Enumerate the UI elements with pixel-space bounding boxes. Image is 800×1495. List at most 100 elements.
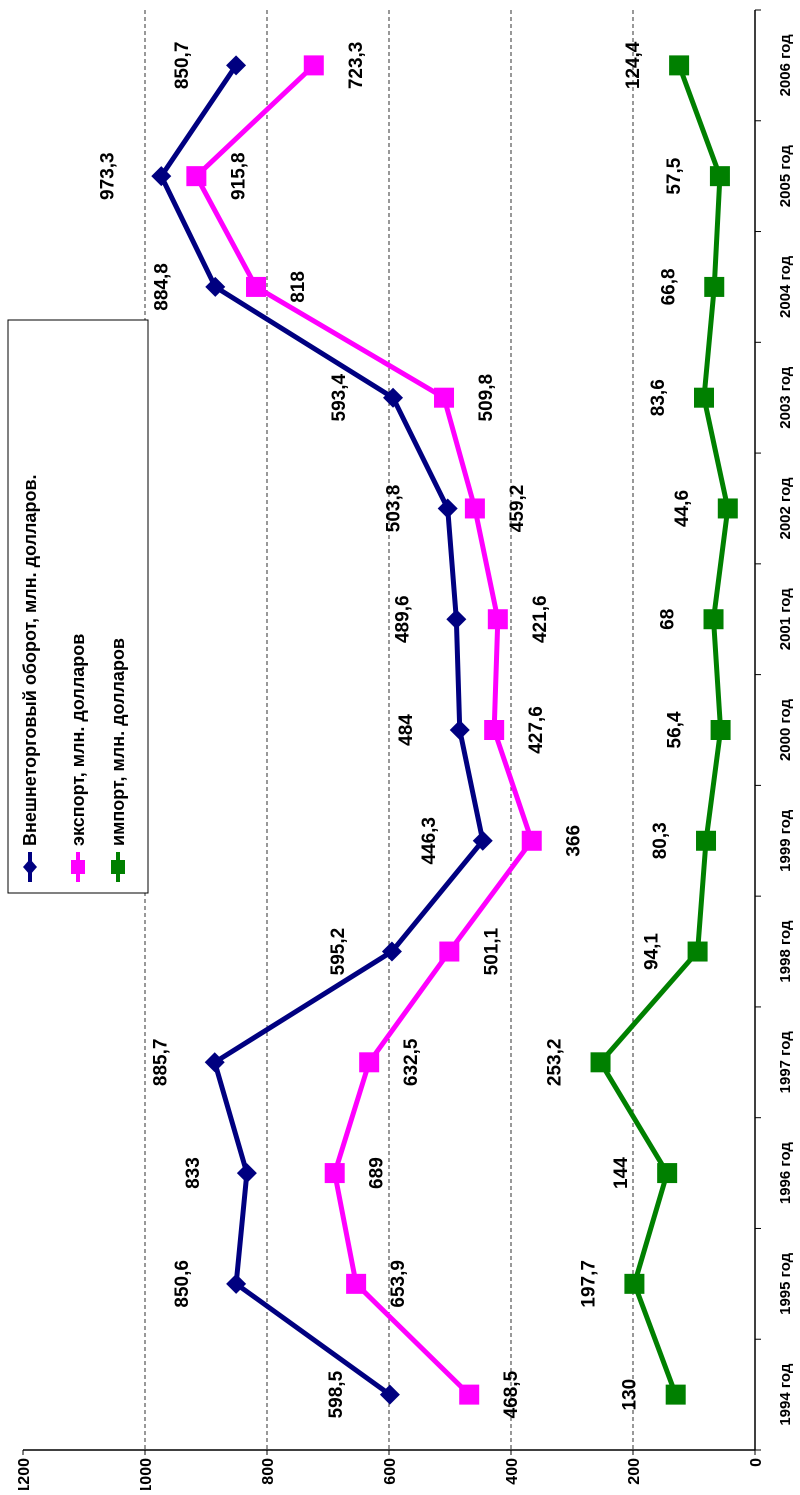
data-label: 44,6: [672, 490, 693, 527]
legend-label: экспорт, млн. долларов: [68, 634, 88, 846]
x-tick-label: 2005 год: [777, 145, 794, 208]
legend-box: [7, 319, 149, 894]
data-label: 468,5: [501, 1370, 522, 1418]
data-label: 66,8: [658, 268, 679, 305]
data-point: [521, 830, 542, 851]
data-label: 80,3: [650, 822, 671, 859]
data-label: 366: [564, 825, 585, 857]
data-label: 818: [288, 271, 309, 303]
data-label: 595,2: [328, 928, 349, 976]
data-label: 459,2: [507, 485, 528, 533]
y-tick-label: 0: [748, 1458, 765, 1467]
data-point: [704, 276, 725, 297]
data-point: [657, 1163, 678, 1184]
data-point: [446, 609, 467, 630]
x-tick-label: 2000 год: [777, 698, 794, 761]
data-label: 689: [367, 1157, 388, 1189]
x-tick-label: 1995 год: [777, 1252, 794, 1315]
data-label: 632,5: [401, 1038, 422, 1086]
data-label: 593,4: [329, 373, 350, 421]
data-label: 973,3: [97, 152, 118, 200]
data-label: 833: [183, 1157, 204, 1189]
data-label: 83,6: [648, 379, 669, 416]
data-point: [703, 609, 724, 630]
data-label: 915,8: [228, 152, 249, 200]
y-tick-label: 200: [626, 1458, 643, 1485]
data-label: 653,9: [388, 1260, 409, 1308]
data-point: [694, 387, 715, 408]
data-label: 503,8: [384, 485, 405, 533]
data-point: [226, 1273, 247, 1294]
x-tick-label: 1999 год: [777, 809, 794, 872]
data-label: 501,1: [481, 927, 502, 975]
data-point: [487, 609, 508, 630]
data-label: 509,8: [476, 374, 497, 422]
data-label: 144: [611, 1157, 632, 1189]
data-point: [709, 166, 730, 187]
legend-marker: [23, 859, 37, 875]
x-tick-label: 1997 год: [777, 1031, 794, 1094]
data-label: 489,6: [392, 595, 413, 643]
data-label: 885,7: [151, 1039, 172, 1087]
x-tick-label: 1998 год: [777, 920, 794, 983]
data-label: 94,1: [642, 933, 663, 970]
series-line: [158, 63, 486, 1397]
data-point: [379, 1384, 400, 1405]
data-label-layer: 598,5 850,6 833 885,7 595,2 446,3 484 489,6 503,…: [97, 41, 693, 1418]
legend-label: импорт, млн. долларов: [108, 638, 128, 846]
data-point: [472, 830, 493, 851]
legend-label: Внешнеторговый оборот, млн. долларов.: [20, 474, 40, 846]
data-point: [696, 830, 717, 851]
data-label: 68: [658, 609, 679, 630]
data-point: [437, 498, 458, 519]
x-tick-label: 2001 год: [777, 588, 794, 651]
data-point: [464, 498, 485, 519]
data-label: 253,2: [545, 1039, 566, 1087]
data-label: 850,7: [172, 42, 193, 90]
data-point: [151, 166, 172, 187]
data-label: 56,4: [665, 711, 686, 748]
data-point: [381, 941, 402, 962]
grid-layer: [144, 10, 634, 1450]
data-label: 427,6: [526, 706, 547, 754]
series-layer: [151, 55, 738, 1405]
data-point: [459, 1384, 480, 1405]
data-label: 130: [620, 1379, 641, 1411]
data-point: [717, 498, 738, 519]
data-label: 850,6: [172, 1260, 193, 1308]
data-point: [439, 941, 460, 962]
data-point: [204, 1052, 225, 1073]
data-point: [484, 720, 505, 740]
data-label: 723,3: [346, 42, 367, 90]
data-point: [359, 1052, 380, 1073]
y-tick-label: 1000: [138, 1458, 155, 1490]
y-tick-label: 600: [382, 1458, 399, 1485]
data-label: 421,6: [530, 595, 551, 643]
data-point: [236, 1163, 257, 1184]
legend-marker: [111, 860, 125, 874]
legend-marker: [71, 860, 85, 874]
y-tick-label: 1200: [16, 1458, 33, 1490]
x-tick-label: 2006 год: [777, 34, 794, 97]
data-label: 124,4: [623, 41, 644, 89]
data-point: [687, 941, 708, 962]
x-tick-label: 1996 год: [777, 1142, 794, 1205]
data-label: 598,5: [326, 1370, 347, 1418]
data-label: 884,8: [151, 263, 172, 311]
data-point: [346, 1273, 367, 1294]
data-point: [383, 387, 404, 408]
data-point: [186, 166, 207, 187]
y-tick-label: 800: [260, 1458, 277, 1485]
data-label: 446,3: [419, 817, 440, 865]
x-tick-label: 2003 год: [777, 366, 794, 429]
data-label: 197,7: [578, 1260, 599, 1308]
y-tick-label: 400: [504, 1458, 521, 1485]
data-point: [246, 276, 267, 297]
data-point: [665, 1384, 686, 1405]
x-tick-label: 1994 год: [777, 1363, 794, 1426]
data-point: [226, 55, 247, 76]
data-point: [590, 1052, 611, 1073]
x-tick-label: 2004 год: [777, 255, 794, 318]
data-label: 57,5: [664, 157, 685, 194]
